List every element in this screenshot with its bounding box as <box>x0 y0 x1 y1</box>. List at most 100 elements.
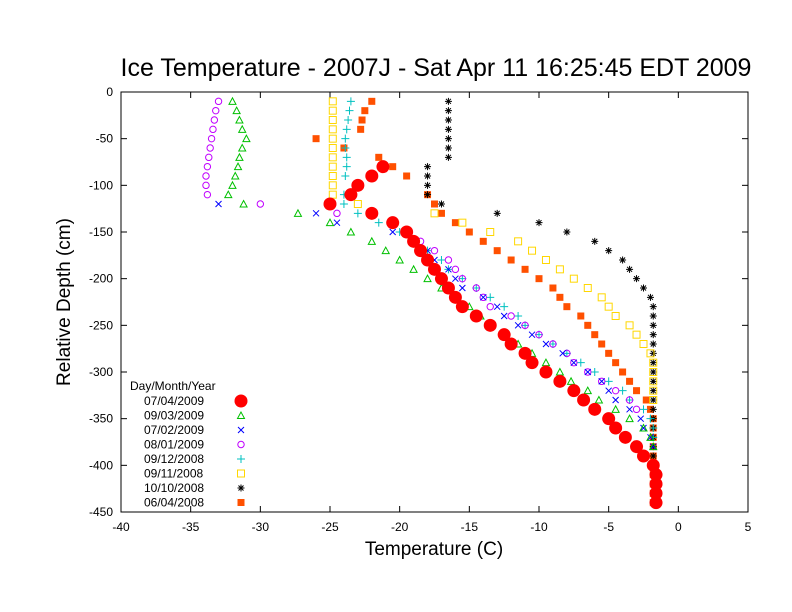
data-point <box>633 275 641 283</box>
data-point <box>328 181 337 190</box>
data-point <box>209 125 217 134</box>
data-point <box>625 321 634 330</box>
data-point <box>539 365 553 379</box>
data-point <box>389 228 397 236</box>
y-axis-label: Relative Depth (cm) <box>54 218 75 386</box>
data-point <box>365 169 379 183</box>
data-point <box>566 376 576 385</box>
data-point <box>612 359 620 367</box>
data-point <box>424 172 432 180</box>
data-point <box>541 358 551 367</box>
data-point <box>639 405 648 414</box>
data-point <box>609 421 623 435</box>
data-point <box>626 377 634 385</box>
y-tick-label: -400 <box>89 458 113 472</box>
data-point <box>597 293 606 302</box>
legend-label: 09/12/2008 <box>144 452 204 466</box>
data-point <box>584 368 592 376</box>
data-point <box>365 206 379 220</box>
data-point <box>528 246 537 255</box>
data-point <box>386 216 400 230</box>
legend-label: 08/01/2009 <box>144 438 204 452</box>
data-point <box>342 162 351 171</box>
data-point <box>619 256 627 264</box>
data-point <box>230 171 240 180</box>
data-point <box>584 368 592 376</box>
data-point <box>647 433 654 441</box>
data-point <box>632 405 641 414</box>
data-point <box>346 97 355 106</box>
data-point <box>328 190 337 199</box>
data-point <box>312 209 320 217</box>
data-point <box>339 200 348 208</box>
data-point <box>514 312 523 320</box>
data-point <box>542 340 550 348</box>
data-point <box>375 153 383 161</box>
x-tick-label: -35 <box>182 520 200 534</box>
data-point <box>395 255 405 264</box>
legend-marker <box>237 440 245 449</box>
data-point <box>602 412 616 426</box>
data-point <box>577 393 591 407</box>
data-point <box>649 405 657 413</box>
y-axis: 0 -50 -100 -150 -200 -250 -300 -350 -400 -450 <box>89 85 748 519</box>
data-point <box>346 227 356 236</box>
data-point <box>212 106 220 115</box>
legend-marker <box>236 410 246 419</box>
data-point <box>649 368 657 376</box>
data-point <box>640 424 647 432</box>
data-point <box>500 312 508 320</box>
data-point <box>465 228 473 236</box>
data-point <box>333 219 341 227</box>
data-point <box>521 321 529 330</box>
data-point <box>591 237 599 245</box>
data-point <box>428 262 441 276</box>
data-point <box>328 172 337 180</box>
data-point <box>507 312 515 320</box>
data-point <box>202 181 210 190</box>
data-point <box>570 358 578 367</box>
data-point <box>455 300 469 314</box>
data-point <box>497 328 511 342</box>
data-point <box>367 236 377 245</box>
data-point <box>328 153 337 162</box>
x-tick-label: 0 <box>675 520 682 534</box>
data-point <box>649 477 663 491</box>
y-tick-label: -200 <box>89 272 113 286</box>
data-point <box>649 340 657 348</box>
data-point <box>649 443 657 451</box>
data-point <box>242 134 251 143</box>
data-point <box>588 402 602 416</box>
data-point <box>611 386 620 395</box>
data-point <box>486 228 495 236</box>
data-point <box>612 396 619 404</box>
data-point <box>604 302 613 311</box>
y-tick-label: -250 <box>89 318 113 332</box>
data-point <box>576 358 585 367</box>
data-point <box>210 116 219 124</box>
data-point <box>361 107 369 115</box>
legend-label: 09/03/2009 <box>144 409 204 423</box>
y-tick-label: 0 <box>106 85 113 99</box>
data-point <box>423 274 432 283</box>
data-point <box>444 144 452 152</box>
legend: Day/Month/Year 07/04/200909/03/200907/02… <box>130 379 248 510</box>
data-point <box>493 209 501 217</box>
data-point <box>206 144 214 152</box>
data-point <box>493 303 501 311</box>
data-point <box>424 181 432 189</box>
series-08-01-2009 <box>202 97 641 414</box>
data-point <box>205 153 213 162</box>
data-point <box>611 312 620 320</box>
series-07-04-2009 <box>323 160 663 510</box>
legend-marker <box>237 426 245 434</box>
data-point <box>553 374 567 388</box>
data-point <box>228 96 237 105</box>
data-point <box>594 395 604 404</box>
data-point <box>618 386 627 395</box>
data-point <box>500 302 509 311</box>
data-point <box>518 346 532 360</box>
legend-label: 10/10/2008 <box>144 481 204 495</box>
data-point <box>649 377 657 385</box>
legend-marker <box>237 499 245 506</box>
